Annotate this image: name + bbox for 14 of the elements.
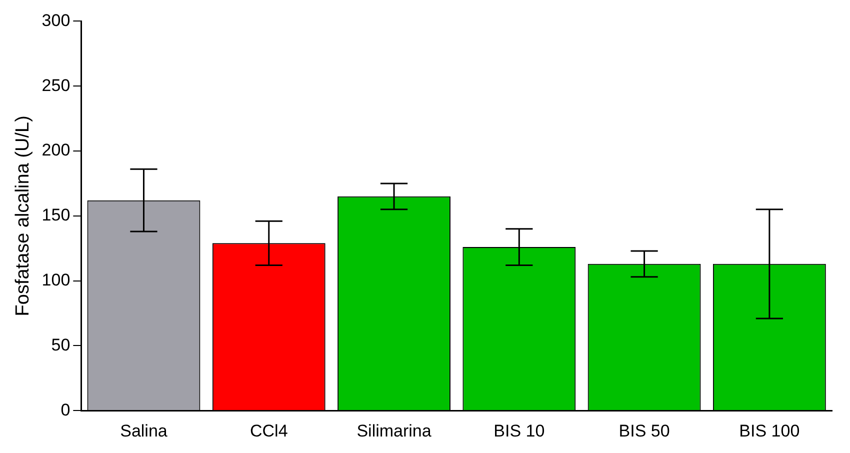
y-tick-label: 250: [42, 76, 70, 95]
y-tick-label: 200: [42, 140, 70, 160]
x-tick-label: CCl4: [250, 421, 288, 440]
x-tick-label: BIS 10: [494, 421, 545, 440]
y-tick-label: 150: [42, 206, 70, 225]
y-tick-label: 300: [42, 10, 70, 30]
x-tick-label: BIS 100: [739, 421, 800, 440]
x-tick-label: Silimarina: [356, 421, 432, 440]
y-tick-label: 0: [60, 400, 70, 420]
y-tick-label: 100: [42, 270, 70, 290]
y-tick-label: 50: [51, 335, 70, 354]
x-tick-label: BIS 50: [618, 421, 670, 440]
x-tick-label: Salina: [120, 421, 168, 440]
y-axis-title: Fosfatase alcalina (U/L): [12, 116, 34, 316]
